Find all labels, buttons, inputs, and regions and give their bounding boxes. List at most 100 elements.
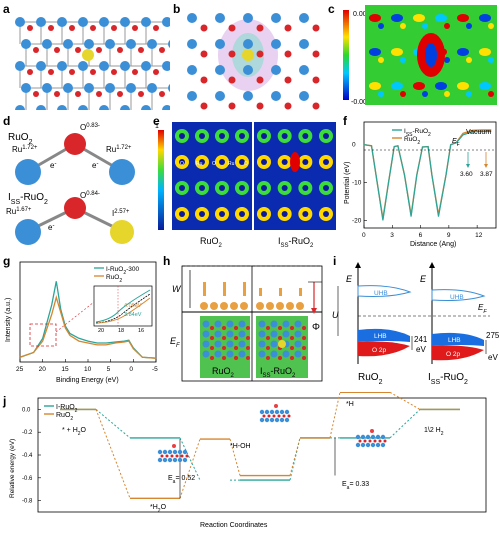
- ru-atom: [99, 61, 109, 71]
- state-1-label: * + H2O: [62, 427, 87, 437]
- inset-tick-1: 20: [98, 328, 104, 334]
- ru-atom: [120, 105, 130, 115]
- o-atom: [132, 69, 138, 75]
- x-tick-label: 0: [129, 366, 133, 373]
- panel-g: g 25 20 15 10 5 0 -5 4.06eV 3.84eV 20 18 16 I-…: [0, 252, 160, 387]
- ru-atom: [141, 105, 151, 115]
- ru-atom: [15, 17, 25, 27]
- ru-atom: [57, 61, 67, 71]
- elf-map: 1 O Ru O Ru O RuO2 ISS-RuO2: [155, 122, 336, 249]
- o-atom: [90, 69, 96, 75]
- x-tick-label: 6: [419, 232, 423, 239]
- y-axis-label: Relative energy (eV): [9, 439, 16, 498]
- x-axis-label: Reaction Coordinates: [200, 522, 268, 529]
- uhb-left: [357, 285, 412, 297]
- panel-a: a: [0, 0, 186, 119]
- elf-right-label: ISS-RuO2: [278, 236, 314, 249]
- lhb-right: [432, 332, 484, 346]
- elf-atom-label: Ru: [196, 161, 203, 167]
- o-atom: [153, 25, 159, 31]
- phi-label: Φ: [312, 322, 320, 333]
- ru-charge-iss: Ru1.67+: [6, 207, 32, 216]
- panel-d: d RuO2 O0.83- Ru1.72+ Ru1.72+ e- e- ISS-…: [0, 112, 150, 252]
- ru-atom: [84, 83, 94, 93]
- gap-left-unit: eV: [416, 345, 426, 354]
- ea-right-label: Ea= 0.33: [342, 481, 369, 491]
- ru-atom: [243, 13, 253, 23]
- y-tick-label: 0.0: [22, 407, 31, 413]
- o-atom: [228, 50, 236, 58]
- gap-right-unit: eV: [488, 353, 498, 362]
- gap-left-value: 241: [414, 335, 428, 344]
- ru-atom: [36, 105, 46, 115]
- o-atom: [284, 24, 292, 32]
- y-tick-label: 0: [352, 142, 356, 149]
- ruo2-label: RuO2: [212, 366, 235, 379]
- charge-density-structure-b: [187, 13, 320, 110]
- o-atom: [117, 47, 123, 53]
- o2p-right-label: O 2p: [446, 351, 460, 358]
- o-atom: [54, 91, 60, 97]
- o2p-right: [432, 345, 484, 361]
- o-atom: [33, 91, 39, 97]
- ru-atom: [162, 105, 172, 115]
- ru-atom: [299, 13, 309, 23]
- elf-features: O Ru O Ru O: [175, 129, 333, 221]
- o-atom: [69, 25, 75, 31]
- iss-ruo2-label: ISS-RuO2: [428, 372, 468, 386]
- o-atom: [228, 24, 236, 32]
- o-atom: [69, 69, 75, 75]
- o-atom: [54, 47, 60, 53]
- o-charge-ruo2: O0.83-: [80, 123, 100, 132]
- plot-frame: [363, 121, 497, 229]
- o-atom: [200, 76, 208, 84]
- state-4-label: *H: [346, 401, 354, 408]
- ru-atom: [99, 17, 109, 27]
- o-atom: [200, 102, 208, 110]
- iss-ruo2-title: ISS-RuO2: [8, 192, 48, 206]
- i-atom: [82, 49, 94, 61]
- colorbar-min: -0.007: [351, 99, 371, 106]
- x-tick-label: 0: [362, 232, 366, 239]
- elf-colorbar: [158, 130, 164, 230]
- o-atom: [159, 91, 165, 97]
- ru-atom: [299, 91, 309, 101]
- o-atom: [75, 47, 81, 53]
- map-features: [369, 14, 494, 97]
- o-atom: [111, 69, 117, 75]
- lhb-left: [358, 328, 410, 342]
- y-tick-label: -0.6: [22, 476, 33, 482]
- panel-label-f: f: [343, 114, 347, 128]
- legend-ruo2: RuO2: [56, 412, 73, 422]
- x-tick-label: 10: [84, 366, 92, 373]
- panel-h: h W EF Φ RuO2 ISS-RuO2: [160, 252, 330, 387]
- y-tick-label: -20: [352, 217, 362, 224]
- colorbar: [343, 10, 349, 100]
- ru-atom: [15, 105, 25, 115]
- o-atom: [48, 25, 54, 31]
- zoom-box: [29, 323, 57, 347]
- o-atom: [153, 69, 159, 75]
- x-tick-label: 5: [107, 366, 111, 373]
- ru-atom: [215, 65, 225, 75]
- panel-b: b: [170, 0, 325, 110]
- ru-atom: [162, 61, 172, 71]
- ea-left-label: Ea= 0.52: [168, 475, 195, 485]
- y-tick-label: -0.2: [22, 430, 33, 436]
- ru-atom: [120, 61, 130, 71]
- ru-atom: [36, 17, 46, 27]
- work-function-schematic: W EF Φ RuO2 ISS-RuO2: [170, 265, 323, 382]
- ru-atom: [126, 39, 136, 49]
- energy-axis-right: E: [420, 274, 427, 284]
- ru-atom: [215, 39, 225, 49]
- ru-atom: [147, 39, 157, 49]
- ru-atom: [78, 105, 88, 115]
- ru-atom: [42, 39, 52, 49]
- panel-label-a: a: [3, 2, 10, 16]
- w-label: W: [172, 284, 182, 294]
- state-2-label: *H2O: [150, 504, 167, 514]
- ru-atom: [84, 39, 94, 49]
- adsorbate-structures: [157, 404, 387, 463]
- ru-atom: [187, 13, 197, 23]
- elf-atom-label: O: [212, 161, 216, 167]
